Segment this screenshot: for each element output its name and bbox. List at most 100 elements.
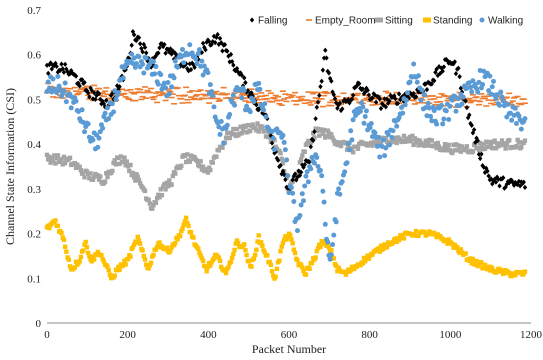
walking-point (369, 134, 375, 140)
empty-room-point (139, 95, 146, 98)
empty-room-point (76, 91, 83, 93)
standing-point (99, 253, 104, 258)
standing-point (130, 245, 136, 250)
empty-room-point (53, 96, 60, 99)
sitting-point (85, 171, 91, 177)
walking-point (218, 118, 224, 124)
standing-point (303, 272, 309, 277)
walking-point (288, 185, 294, 191)
walking-point (380, 137, 386, 143)
walking-point (256, 80, 262, 86)
standing-point (413, 228, 419, 234)
empty-room-point (506, 92, 513, 95)
empty-room-point (71, 86, 78, 89)
falling-point (217, 35, 223, 41)
sitting-point (496, 144, 501, 149)
standing-point (90, 254, 96, 259)
sitting-point (248, 128, 253, 133)
sitting-point (237, 131, 242, 137)
walking-point (175, 64, 181, 70)
empty-room-point (390, 103, 397, 105)
empty-room-point (293, 103, 300, 106)
sitting-point (185, 152, 190, 157)
standing-point (141, 253, 146, 259)
sitting-point (200, 164, 206, 169)
sitting-point (320, 131, 326, 137)
walking-point (516, 113, 522, 119)
empty-room-point (152, 92, 159, 94)
walking-point (140, 61, 146, 67)
walking-point (299, 191, 305, 197)
empty-room-point (97, 94, 104, 96)
walking-point (210, 93, 216, 99)
standing-point (144, 262, 149, 267)
empty-room-point (179, 102, 186, 104)
standing-point (513, 272, 518, 278)
sitting-point (75, 162, 80, 167)
empty-room-point (91, 84, 98, 87)
standing-point (46, 223, 51, 228)
empty-room-point (434, 103, 441, 106)
sitting-point (194, 158, 200, 164)
falling-point (61, 69, 67, 75)
empty-room-point (125, 97, 132, 100)
x-tick-label: 1200 (520, 329, 543, 341)
falling-point (522, 184, 528, 191)
empty-room-point (235, 97, 242, 100)
walking-point (305, 179, 311, 185)
sitting-point (442, 141, 448, 147)
empty-room-point (169, 93, 176, 95)
falling-point (239, 72, 245, 78)
falling-point (373, 99, 379, 105)
empty-room-point (438, 93, 445, 95)
walking-point (403, 97, 409, 103)
standing-point (458, 247, 464, 252)
empty-room-point (122, 96, 129, 98)
standing-point (59, 230, 64, 236)
empty-room-point (304, 99, 311, 102)
walking-point (111, 109, 117, 115)
empty-room-point (334, 95, 341, 98)
empty-room-point (208, 97, 215, 100)
walking-point (325, 239, 331, 245)
falling-point (140, 49, 145, 55)
walking-point (470, 78, 476, 84)
falling-point (360, 86, 366, 92)
walking-point (309, 154, 315, 160)
walking-point (171, 75, 177, 81)
sitting-point (206, 165, 212, 170)
sitting-point (436, 144, 442, 149)
sitting-point (504, 142, 509, 147)
walking-point (497, 102, 503, 108)
empty-room-point (363, 97, 370, 100)
empty-room-point (427, 98, 434, 101)
sitting-point (154, 195, 160, 201)
standing-point (209, 260, 214, 265)
empty-room-point (168, 96, 175, 99)
sitting-point (456, 148, 461, 153)
walking-point (196, 47, 202, 53)
walking-point (386, 142, 392, 148)
sitting-point (450, 150, 455, 156)
empty-room-point (308, 100, 315, 102)
walking-point (216, 124, 222, 130)
walking-point (302, 183, 308, 189)
walking-point (82, 129, 88, 135)
sitting-point (151, 202, 156, 208)
empty-room-point (189, 89, 196, 92)
falling-point (245, 87, 251, 94)
empty-room-point (144, 89, 151, 92)
sitting-point (470, 149, 476, 154)
empty-room-point (102, 90, 109, 93)
empty-room-point (471, 99, 478, 102)
falling-point (315, 99, 321, 105)
walking-point (407, 79, 413, 85)
empty-room-point (270, 96, 277, 99)
falling-point (148, 64, 154, 70)
walking-point (320, 188, 326, 194)
empty-room-point (83, 85, 90, 88)
walking-point (153, 64, 159, 70)
walking-point (441, 116, 447, 122)
falling-point (130, 29, 136, 35)
walking-point (500, 98, 506, 104)
